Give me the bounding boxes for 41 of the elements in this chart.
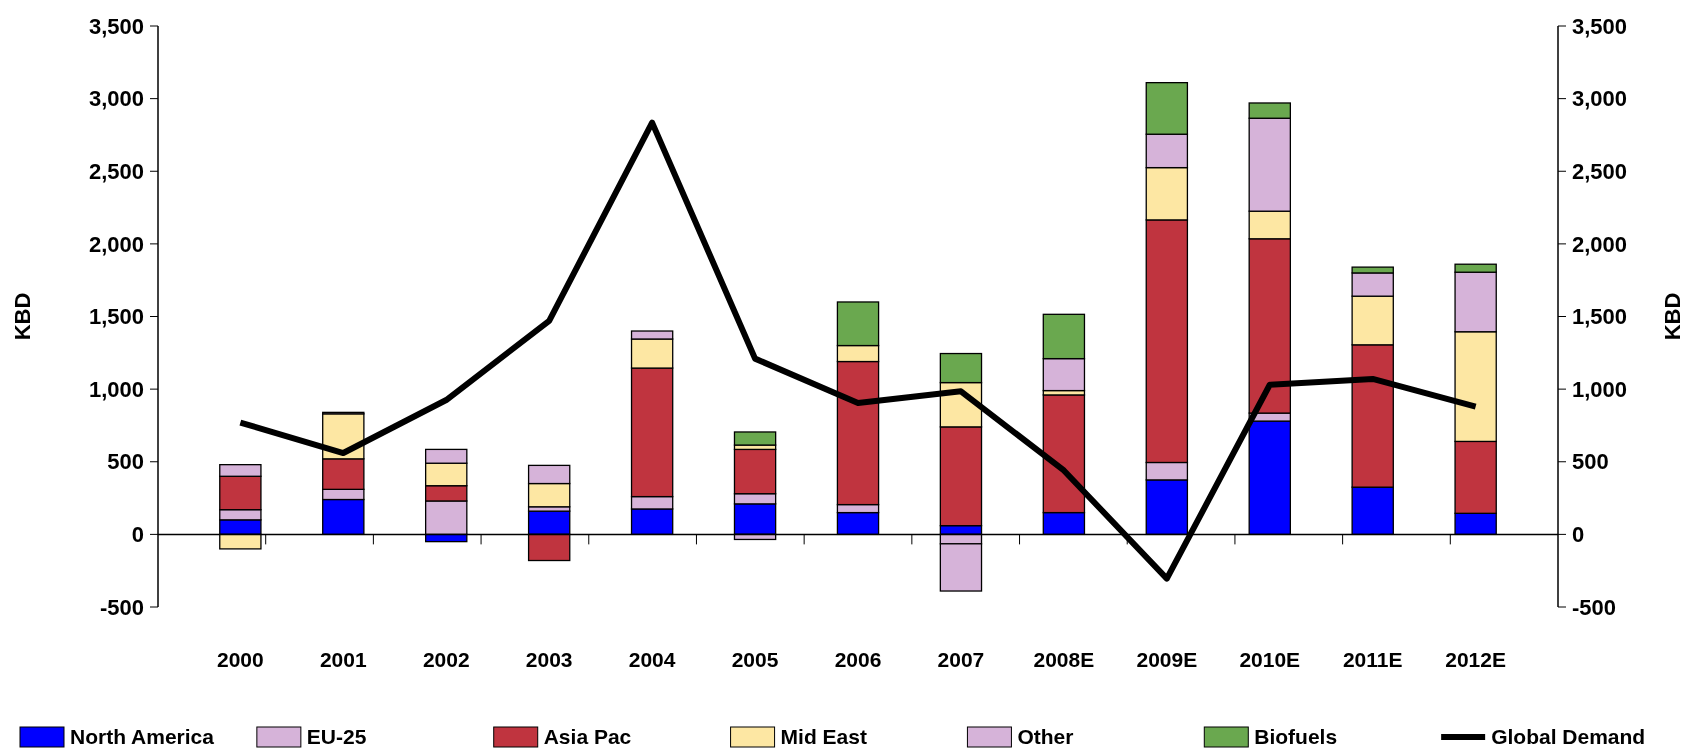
y-tick-label: 2,000 — [88, 231, 144, 257]
y2-tick-label: 1,000 — [1572, 376, 1628, 402]
legend-label: EU-25 — [306, 725, 367, 749]
x-tick-label: 2004 — [628, 648, 676, 671]
x-tick-label: 2002 — [422, 648, 470, 671]
bar — [733, 431, 777, 446]
y-tick-label: -500 — [99, 594, 144, 620]
legend-label: Global Demand — [1491, 725, 1646, 749]
x-tick-label: 2011E — [1342, 648, 1403, 671]
x-tick-label: 2008E — [1033, 648, 1095, 671]
y-tick-label: 2,500 — [88, 158, 144, 184]
y2-tick-label: 0 — [1572, 522, 1585, 548]
y-tick-label: 3,500 — [88, 13, 144, 39]
y2-tick-label: 2,500 — [1572, 158, 1628, 184]
y2-tick-label: 1,500 — [1572, 304, 1628, 330]
y2-tick-label: 500 — [1572, 449, 1609, 475]
x-tick-label: 2005 — [731, 648, 779, 671]
y-axis-title: KBD — [10, 292, 35, 341]
legend-label: Biofuels — [1254, 725, 1338, 749]
y-tick-label: 1,500 — [88, 304, 144, 330]
x-tick-label: 2006 — [834, 648, 882, 671]
legend-label: Asia Pac — [543, 725, 632, 749]
x-tick-label: 2001 — [319, 648, 367, 671]
y2-tick-label: 3,500 — [1572, 13, 1628, 39]
y-tick-label: 3,000 — [88, 86, 144, 112]
y2-tick-label: 2,000 — [1572, 231, 1628, 257]
x-tick-label: 2012E — [1445, 648, 1507, 671]
y2-axis-title: KBD — [1660, 292, 1685, 341]
x-tick-label: 2009E — [1136, 648, 1198, 671]
legend-label: Other — [1017, 725, 1074, 749]
legend-label: North America — [70, 725, 215, 749]
x-tick-label: 2000 — [216, 648, 264, 671]
x-tick-label: 2010E — [1239, 648, 1301, 671]
x-tick-label: 2003 — [525, 648, 573, 671]
y-tick-label: 500 — [107, 449, 144, 475]
legend-label: Mid East — [780, 725, 867, 749]
y-tick-label: 1,000 — [88, 376, 144, 402]
y2-tick-label: -500 — [1572, 594, 1617, 620]
y-tick-label: 0 — [131, 522, 144, 548]
y2-tick-label: 3,000 — [1572, 86, 1628, 112]
x-tick-label: 2007 — [937, 648, 985, 671]
